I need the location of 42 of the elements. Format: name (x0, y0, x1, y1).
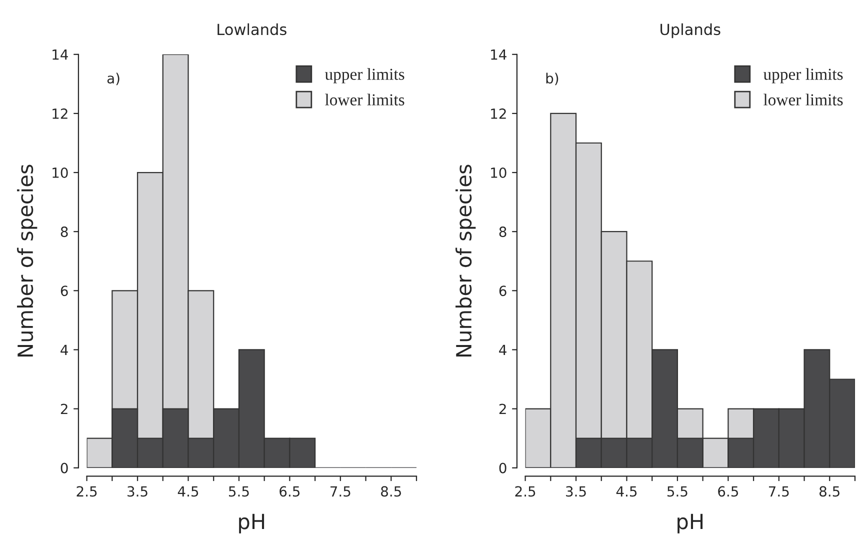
legend-label: lower limits (325, 94, 404, 106)
x-tick-label: 8.5 (381, 486, 401, 497)
y-axis-title: Number of species (456, 164, 476, 356)
x-tick-label: 4.5 (178, 486, 198, 497)
x-tick-label: 2.5 (76, 486, 97, 497)
legend-label: upper limits (324, 68, 404, 84)
x-axis-title: pH (678, 514, 703, 534)
chart-title: Uplands (660, 23, 720, 38)
x-tick-label: 8.5 (820, 486, 840, 497)
y-tick-label: 4 (60, 344, 68, 355)
y-tick-label: 10 (52, 167, 68, 178)
y-tick-label: 2 (499, 404, 506, 414)
legend-label: lower limits (764, 94, 843, 106)
y-tick-label: 6 (499, 286, 506, 296)
x-axis-title: pH (239, 514, 264, 534)
y-tick-label: 0 (60, 462, 68, 474)
y-tick-label: 4 (499, 344, 506, 355)
y-tick-label: 0 (499, 462, 506, 474)
y-tick-label: 12 (52, 108, 68, 119)
legend-label: upper limits (763, 68, 843, 84)
x-tick-label: 3.5 (566, 486, 586, 497)
annotation: b) (546, 72, 558, 86)
y-tick-label: 8 (499, 226, 506, 238)
y-tick-label: 8 (60, 226, 68, 238)
x-tick-label: 6.5 (718, 486, 738, 497)
x-tick-label: 7.5 (330, 486, 350, 497)
x-tick-label: 7.5 (768, 486, 789, 497)
x-tick-label: 5.5 (667, 486, 688, 497)
x-tick-label: 3.5 (128, 486, 148, 497)
chart-title: Lowlands (218, 23, 286, 36)
x-tick-label: 5.5 (228, 486, 249, 497)
x-tick-label: 4.5 (616, 486, 637, 497)
annotation: a) (107, 72, 120, 86)
y-tick-label: 10 (491, 167, 506, 178)
x-tick-label: 2.5 (515, 486, 536, 497)
x-tick-label: 6.5 (280, 486, 300, 497)
y-tick-label: 14 (491, 50, 506, 60)
y-tick-label: 2 (60, 404, 68, 414)
y-tick-label: 14 (52, 50, 68, 60)
y-tick-label: 12 (491, 108, 506, 119)
y-tick-label: 6 (60, 286, 68, 296)
y-axis-title: Number of species (17, 164, 38, 356)
